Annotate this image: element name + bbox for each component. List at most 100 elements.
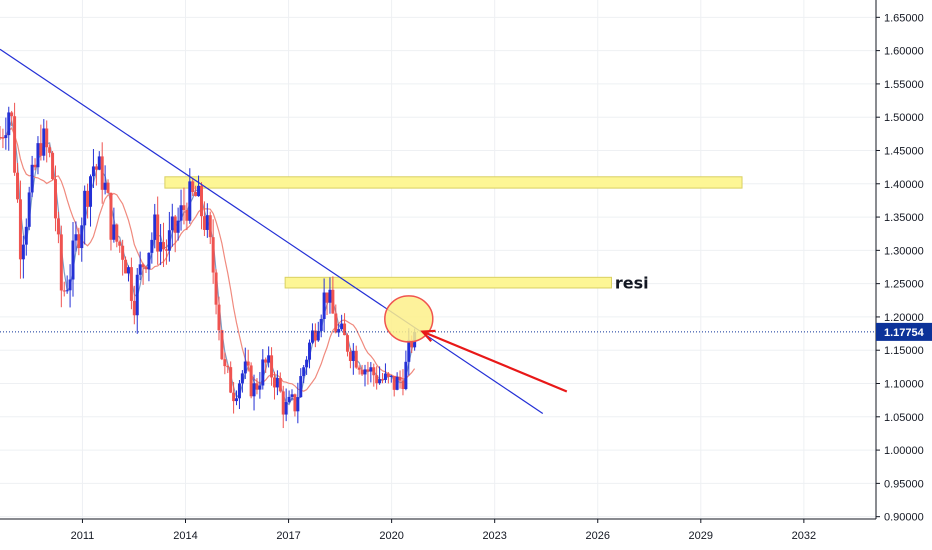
candle-body — [74, 234, 78, 241]
candle-body — [68, 279, 72, 291]
candle-body — [249, 365, 253, 397]
x-tick-label: 2032 — [792, 530, 816, 542]
candle-body — [293, 394, 297, 412]
x-tick-label: 2023 — [482, 530, 506, 542]
current-price-label: 1.17754 — [884, 327, 925, 339]
candle-body — [156, 214, 160, 252]
candle-body — [398, 376, 402, 381]
candle-body — [59, 234, 63, 291]
candle-body — [208, 215, 212, 238]
candle-body — [112, 224, 116, 240]
candle-body — [21, 244, 25, 260]
candle-body — [410, 339, 414, 348]
candle-body — [71, 240, 75, 280]
x-tick-label: 2029 — [689, 530, 713, 542]
candle-body — [334, 313, 338, 333]
candle-body — [144, 267, 148, 270]
candle-body — [0, 137, 2, 139]
candle-body — [284, 402, 288, 415]
candle-body — [13, 116, 17, 173]
candle-body — [220, 330, 224, 360]
candle-body — [404, 361, 408, 390]
candle-body — [296, 397, 300, 412]
candle-body — [261, 359, 265, 386]
candle-body — [51, 152, 55, 180]
candle-body — [235, 398, 239, 402]
candle-body — [322, 292, 326, 320]
trendline — [0, 48, 544, 414]
candle-body — [124, 259, 128, 274]
candle-body — [202, 216, 206, 230]
candle-body — [316, 330, 320, 341]
x-tick-label: 2011 — [71, 530, 95, 542]
candle-body — [53, 179, 57, 219]
candle-body — [65, 290, 69, 292]
candle-body — [345, 335, 349, 352]
resistance-label: resi — [615, 273, 649, 292]
candle-body — [182, 205, 186, 210]
y-tick-label: 1.65000 — [884, 12, 924, 24]
candle-body — [275, 378, 279, 388]
candle-body — [39, 143, 43, 156]
candle-body — [86, 190, 90, 207]
candle-body — [375, 375, 379, 384]
candle-body — [407, 339, 411, 362]
candle-body — [185, 209, 189, 221]
y-tick-label: 1.00000 — [884, 445, 924, 457]
candle-body — [354, 350, 358, 368]
candle-body — [310, 330, 314, 343]
candle-body — [159, 242, 163, 252]
y-tick-label: 1.25000 — [884, 279, 924, 291]
current-price-badge — [876, 322, 932, 341]
y-tick-label: 1.60000 — [884, 46, 924, 58]
candle-body — [223, 359, 227, 367]
candle-body — [258, 385, 262, 390]
candle-body — [302, 367, 306, 377]
candle-body — [199, 185, 203, 217]
x-tick-label: 2017 — [276, 530, 300, 542]
candle-body — [126, 267, 130, 274]
candle-body — [164, 249, 168, 251]
candle-body — [176, 220, 180, 233]
candle-body — [97, 156, 101, 170]
candle-body — [363, 369, 367, 375]
candle-body — [272, 377, 276, 388]
candle-body — [343, 323, 347, 336]
candle-layer — [0, 102, 417, 429]
candle-body — [328, 289, 332, 303]
y-tick-label: 1.30000 — [884, 245, 924, 257]
y-tick-label: 1.45000 — [884, 145, 924, 157]
candle-body — [56, 218, 60, 235]
breakout-circle — [384, 295, 434, 343]
candle-body — [401, 380, 405, 390]
candle-body — [170, 216, 174, 231]
candle-body — [360, 369, 364, 375]
y-tick-label: 0.90000 — [884, 512, 924, 524]
grid-layer — [0, 0, 876, 519]
candle-body — [115, 224, 119, 242]
y-tick-label: 1.20000 — [884, 312, 924, 324]
zones-layer — [164, 176, 743, 289]
candle-body — [229, 367, 233, 393]
candle-body — [7, 112, 11, 136]
candle-body — [299, 376, 303, 398]
candle-body — [132, 300, 136, 316]
candle-body — [389, 375, 393, 377]
candle-body — [348, 351, 352, 361]
candle-body — [240, 373, 244, 384]
y-tick-label: 1.05000 — [884, 412, 924, 424]
candle-body — [386, 373, 390, 377]
candle-body — [36, 143, 40, 168]
candle-body — [378, 379, 382, 384]
candle-body — [118, 241, 122, 246]
candle-body — [27, 192, 31, 227]
candle-body — [369, 367, 373, 372]
candle-body — [109, 192, 113, 240]
resistance-zone-1 — [164, 176, 743, 189]
candle-body — [337, 329, 341, 333]
candle-body — [153, 214, 157, 240]
candle-body — [278, 378, 282, 392]
candle-body — [62, 290, 66, 292]
